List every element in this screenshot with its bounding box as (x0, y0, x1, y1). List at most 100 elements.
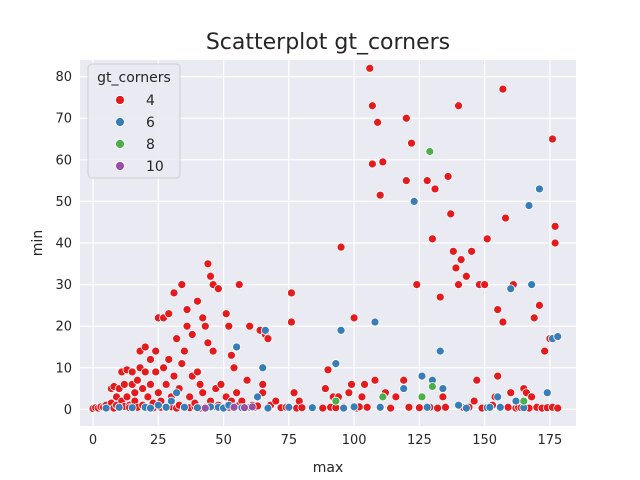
data-point-4 (386, 403, 396, 413)
data-point-4 (119, 380, 129, 389)
y-tick-label: 20 (55, 320, 72, 335)
data-point-4 (438, 392, 448, 402)
data-point-4 (180, 346, 189, 356)
data-point-6 (114, 402, 124, 412)
x-axis-label: max (313, 460, 344, 476)
legend-label: 4 (146, 93, 155, 109)
data-point-4 (151, 367, 161, 377)
data-point-4 (428, 234, 437, 244)
data-point-4 (467, 246, 476, 256)
data-point-4 (375, 190, 385, 200)
data-point-4 (451, 263, 461, 273)
data-point-4 (318, 403, 328, 413)
data-point-10 (200, 403, 210, 413)
data-point-4 (401, 113, 411, 123)
legend-marker (115, 117, 125, 127)
data-point-4 (289, 388, 299, 398)
data-point-6 (331, 359, 341, 369)
legend-label: 6 (146, 115, 155, 131)
y-tick-label: 40 (55, 237, 72, 252)
y-tick-label: 70 (55, 112, 72, 127)
data-point-4 (198, 313, 208, 323)
data-point-4 (245, 321, 255, 331)
data-point-4 (469, 396, 479, 406)
x-tick-label: 75 (281, 433, 298, 448)
y-tick-label: 30 (55, 278, 72, 293)
data-point-4 (401, 176, 411, 186)
data-point-4 (349, 313, 359, 323)
data-point-4 (407, 138, 416, 148)
data-point-4 (446, 209, 456, 219)
x-tick-label: 125 (407, 433, 432, 448)
data-point-10 (247, 402, 257, 412)
data-point-4 (461, 271, 471, 281)
data-point-10 (240, 403, 249, 413)
data-point-4 (258, 380, 268, 389)
data-point-4 (193, 367, 202, 377)
data-point-6 (146, 403, 155, 413)
y-axis-label: min (30, 230, 46, 256)
data-point-4 (216, 380, 226, 389)
data-point-6 (527, 280, 537, 289)
data-point-4 (443, 172, 453, 181)
x-tick-label: 100 (342, 433, 367, 448)
data-point-4 (140, 367, 150, 377)
x-tick-label: 0 (89, 433, 97, 448)
data-point-4 (503, 402, 513, 412)
data-point-4 (498, 84, 508, 94)
data-point-4 (182, 305, 192, 314)
data-point-6 (375, 402, 385, 412)
x-tick-label: 25 (150, 433, 167, 448)
data-point-4 (153, 388, 163, 398)
data-point-4 (213, 284, 223, 294)
data-point-6 (307, 403, 317, 413)
data-point-4 (501, 213, 510, 223)
data-point-4 (412, 280, 422, 289)
data-point-6 (370, 317, 380, 327)
data-point-4 (287, 317, 296, 327)
data-point-4 (146, 355, 155, 364)
data-point-8 (425, 147, 435, 156)
data-point-6 (438, 384, 448, 393)
data-point-4 (193, 296, 202, 306)
data-point-4 (480, 280, 490, 289)
data-point-4 (535, 300, 544, 310)
data-point-6 (399, 384, 409, 393)
data-point-4 (224, 321, 234, 331)
data-point-4 (195, 380, 205, 389)
data-point-4 (404, 402, 414, 412)
data-point-4 (448, 246, 458, 256)
data-point-4 (130, 388, 140, 398)
data-point-4 (378, 157, 388, 167)
legend-marker (115, 139, 125, 149)
data-point-4 (357, 392, 367, 402)
data-point-4 (550, 221, 560, 231)
data-point-8 (519, 396, 529, 406)
data-point-4 (287, 288, 296, 298)
data-point-6 (193, 403, 202, 413)
data-point-4 (454, 280, 463, 289)
y-tick-label: 80 (55, 70, 72, 85)
data-point-4 (454, 101, 463, 111)
data-point-6 (435, 346, 445, 356)
data-point-6 (172, 388, 181, 398)
data-point-6 (511, 396, 521, 406)
data-point-4 (164, 355, 174, 364)
data-point-4 (529, 313, 539, 323)
data-point-4 (365, 63, 375, 73)
data-point-6 (461, 403, 471, 413)
data-point-4 (456, 255, 466, 265)
data-point-4 (498, 317, 508, 327)
data-point-4 (221, 309, 231, 319)
data-point-4 (208, 346, 218, 356)
data-point-6 (542, 388, 552, 398)
data-point-4 (169, 288, 179, 298)
data-point-4 (146, 380, 155, 389)
data-point-4 (161, 380, 171, 389)
data-point-4 (227, 350, 236, 360)
data-point-4 (441, 402, 450, 412)
data-point-4 (540, 346, 550, 356)
data-point-4 (297, 403, 307, 413)
data-point-6 (263, 403, 273, 413)
y-tick-labels: 0 10 20 30 40 50 60 70 80 (55, 70, 72, 418)
